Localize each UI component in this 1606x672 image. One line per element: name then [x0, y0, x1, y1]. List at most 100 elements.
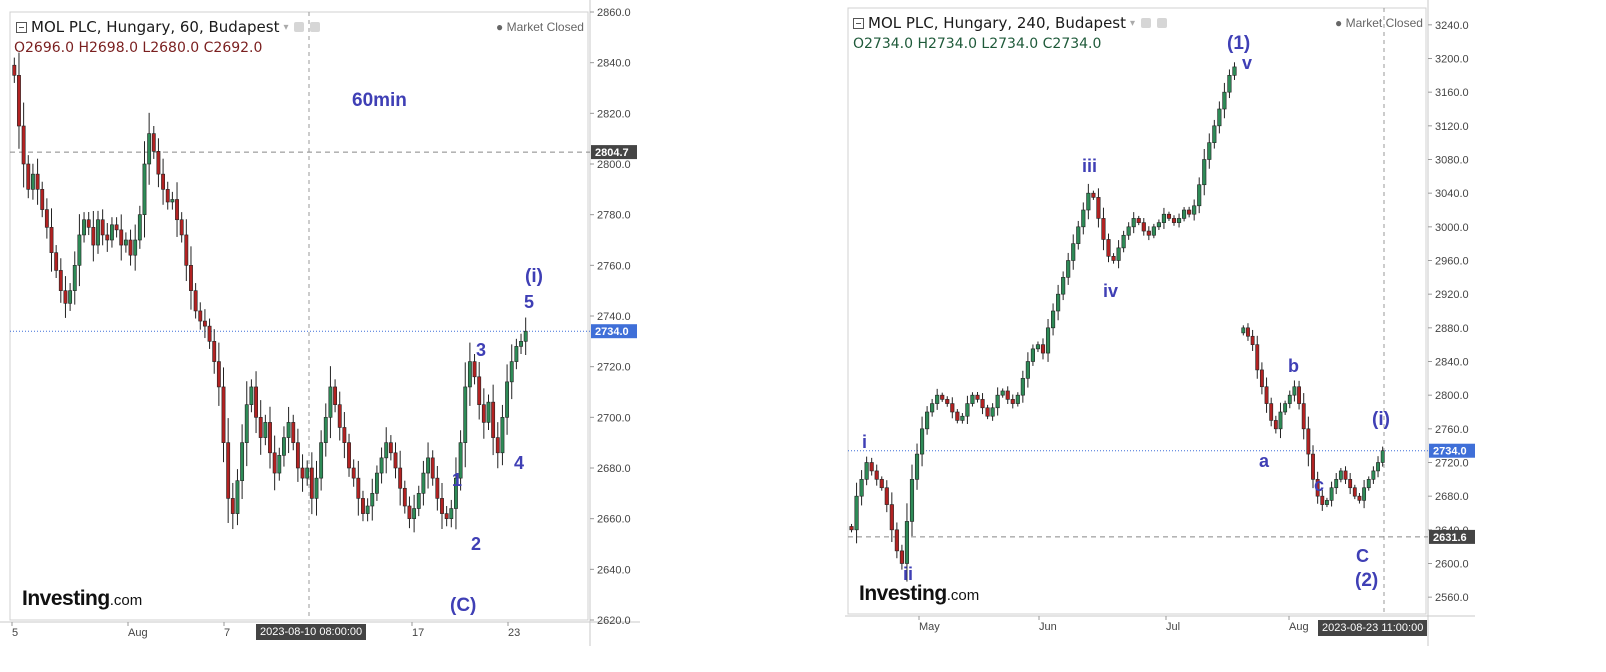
candle-body — [990, 407, 995, 417]
settings-icon[interactable] — [1141, 18, 1152, 28]
candle-body — [523, 330, 528, 342]
candle-body — [277, 455, 282, 474]
candle-body — [142, 163, 147, 215]
y-tick-label: 2960.0 — [1435, 256, 1469, 268]
wave-label: (C) — [450, 595, 477, 616]
y-tick-label: 2860.0 — [597, 7, 631, 19]
candle-body — [230, 498, 235, 514]
market-status: ● Market Closed — [496, 20, 584, 34]
plot-area — [9, 11, 589, 621]
y-tick-label: 2680.0 — [1435, 491, 1469, 503]
candle-body — [374, 472, 379, 494]
y-tick-label: 2720.0 — [1435, 458, 1469, 470]
candle-body — [454, 477, 458, 509]
candle-body — [170, 199, 175, 203]
wave-label: ii — [903, 564, 914, 584]
collapse-icon[interactable] — [16, 21, 27, 33]
candle-body — [874, 470, 879, 480]
candle-body — [58, 270, 63, 291]
candle-body — [1207, 142, 1212, 160]
settings-icon[interactable] — [310, 22, 321, 32]
candle-body — [165, 189, 170, 203]
candle-body — [198, 310, 203, 322]
candle-body — [114, 224, 119, 231]
chevron-down-icon[interactable]: ▾ — [1130, 17, 1136, 29]
candle-body — [514, 346, 519, 362]
y-tick-label: 2560.0 — [1435, 592, 1469, 604]
y-tick-label: 2760.0 — [597, 260, 631, 272]
candle-body — [1171, 218, 1177, 223]
market-status-text: Market Closed — [506, 20, 584, 34]
candle-body — [980, 399, 985, 409]
candle-body — [930, 403, 935, 413]
dashed-price-badge-label: 2804.7 — [595, 147, 629, 159]
y-tick-label: 2680.0 — [597, 463, 631, 475]
candle-body — [1246, 327, 1250, 337]
y-tick-label: 2840.0 — [1435, 357, 1469, 369]
x-tick-label: 5 — [12, 627, 18, 639]
candle-body — [100, 219, 105, 236]
y-tick-label: 2880.0 — [1435, 323, 1469, 335]
candle-body — [384, 442, 389, 459]
candle-body — [1182, 209, 1187, 219]
y-tick-label: 2660.0 — [597, 514, 631, 526]
candlestick-chart-240[interactable]: 3240.0 3200.0 3160.0 3120.0 3080.0 3040.0 3000… — [845, 0, 1475, 646]
candle-body — [1136, 218, 1141, 223]
candle-body — [1306, 428, 1311, 455]
x-tick-label: 7 — [224, 627, 230, 639]
current-price-badge — [1429, 443, 1475, 458]
candle-body — [909, 479, 915, 522]
candle-body — [1357, 495, 1362, 501]
collapse-icon[interactable] — [853, 17, 864, 29]
candle-body — [491, 401, 496, 438]
candle-body — [1232, 66, 1237, 76]
candle-body — [965, 403, 970, 417]
candle-body — [1269, 403, 1274, 421]
candle-body — [1338, 470, 1343, 480]
candle-body — [854, 495, 859, 531]
candle-body — [1126, 226, 1131, 236]
candle-body — [12, 64, 17, 76]
settings-icon[interactable] — [294, 22, 305, 32]
logo-suffix: .com — [109, 592, 143, 609]
y-tick-label: 2820.0 — [597, 108, 631, 120]
candle-body — [1292, 386, 1297, 396]
candle-body — [286, 422, 291, 438]
candle-body — [440, 498, 444, 514]
chart-title-text: MOL PLC, Hungary, 240, Budapest — [868, 14, 1126, 32]
wave-label: 1 — [452, 470, 463, 490]
candle-body — [955, 411, 960, 421]
y-tick-label: 2920.0 — [1435, 289, 1469, 301]
chart-title: MOL PLC, Hungary, 240, Budapest ▾ — [853, 14, 1168, 32]
candle-body — [1376, 462, 1380, 472]
candle-body — [202, 320, 207, 327]
candle-body — [519, 341, 523, 347]
candle-body — [995, 394, 1000, 409]
candle-body — [495, 437, 500, 454]
candle-body — [309, 467, 314, 499]
wave-label: 2 — [471, 534, 482, 554]
chevron-down-icon[interactable]: ▾ — [283, 21, 289, 33]
candle-body — [291, 422, 296, 443]
candle-body — [379, 457, 384, 474]
plot-area — [847, 7, 1427, 615]
candle-body — [1325, 500, 1329, 505]
candle-body — [1334, 479, 1339, 489]
candle-body — [1212, 125, 1217, 143]
candle-body — [477, 376, 482, 405]
candle-body — [914, 453, 920, 480]
candle-body — [1131, 218, 1136, 228]
wave-label: 4 — [514, 453, 525, 473]
candle-body — [161, 173, 166, 190]
candle-body — [1176, 218, 1182, 223]
settings-icon[interactable] — [1157, 18, 1168, 28]
candle-body — [128, 239, 133, 256]
y-tick-label: 3200.0 — [1435, 54, 1469, 66]
candlestick-chart-60[interactable]: 2860.0 2840.0 2820.0 2800.0 2780.0 2760.0 2740… — [0, 0, 640, 646]
candle-body — [1030, 348, 1035, 362]
candle-body — [1010, 399, 1015, 404]
y-tick-label: 2780.0 — [597, 210, 631, 222]
candle-body — [1151, 226, 1156, 236]
candle-body — [1217, 108, 1222, 127]
candle-body — [1141, 222, 1146, 232]
